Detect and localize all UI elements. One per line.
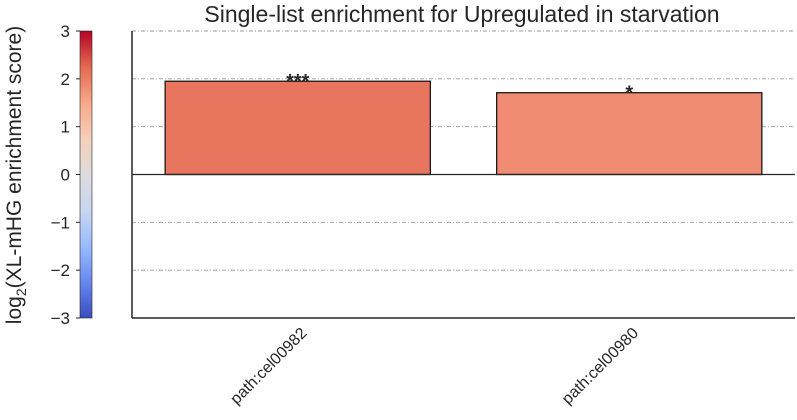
y-axis-label: log2(XL-mHG enrichment score) <box>3 26 29 324</box>
x-tick-label: path:cel00980 <box>559 325 642 408</box>
bar <box>164 80 432 176</box>
colorbar-tick-label: −3 <box>51 309 70 328</box>
bar <box>495 92 763 176</box>
colorbar-tick-label: 2 <box>61 70 70 89</box>
colorbar: 3 2 1 0 −1 −2 −3 <box>51 22 93 328</box>
colorbar-tick-label: 3 <box>61 22 70 41</box>
x-tick-label: path:cel00982 <box>227 325 310 408</box>
significance-label: *** <box>286 71 310 93</box>
chart-title: Single-list enrichment for Upregulated i… <box>204 1 719 27</box>
significance-label: * <box>625 83 633 105</box>
plot-area: **** path:cel00982 path:cel00980 <box>131 30 795 408</box>
colorbar-tick-label: −2 <box>51 261 70 280</box>
colorbar-tick-label: −1 <box>51 213 70 232</box>
colorbar-tick-label: 1 <box>61 118 70 137</box>
colorbar-gradient <box>79 30 93 319</box>
colorbar-tick-label: 0 <box>61 166 70 185</box>
